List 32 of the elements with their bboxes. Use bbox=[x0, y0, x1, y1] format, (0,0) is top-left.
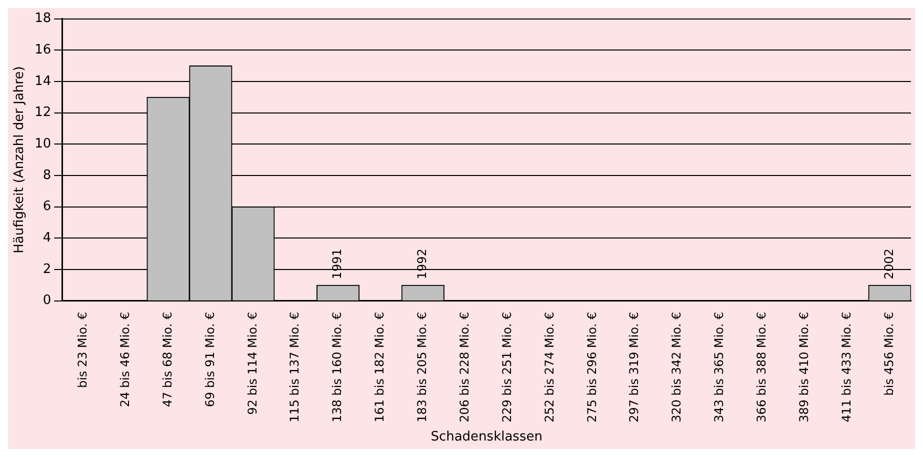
x-tick-label: bis 23 Mio. € bbox=[75, 312, 90, 388]
x-tick-label: 92 bis 114 Mio. € bbox=[245, 312, 260, 415]
x-tick-label: 138 bis 160 Mio. € bbox=[330, 312, 344, 422]
x-axis-title: Schadensklassen bbox=[430, 430, 542, 445]
x-tick-label: 69 bis 91 Mio. € bbox=[202, 312, 217, 408]
y-axis-title: Häufigkeit (Anzahl der Jahre) bbox=[12, 66, 28, 254]
y-tick-label: 16 bbox=[34, 42, 52, 58]
x-tick-label: 252 bis 274 Mio. € bbox=[542, 312, 556, 422]
x-tick-label: 24 bis 46 Mio. € bbox=[118, 312, 132, 408]
y-tick-label: 6 bbox=[42, 199, 52, 214]
x-tick-label: 115 bis 137 Mio. € bbox=[288, 312, 302, 422]
x-tick-label: bis 456 Mio. € bbox=[882, 312, 896, 396]
x-tick-label: 183 bis 205 Mio. € bbox=[415, 312, 430, 422]
x-tick-label: 229 bis 251 Mio. € bbox=[500, 312, 514, 422]
x-tick-label: 343 bis 365 Mio. € bbox=[712, 312, 726, 422]
x-tick-label: 161 bis 182 Mio. € bbox=[372, 312, 387, 422]
x-tick-label: 320 bis 342 Mio. € bbox=[670, 312, 684, 422]
x-tick-label: 389 bis 410 Mio. € bbox=[797, 312, 812, 422]
x-tick-label: 206 bis 228 Mio. € bbox=[457, 312, 472, 422]
y-tick-label: 8 bbox=[42, 168, 52, 183]
y-tick-label: 10 bbox=[34, 136, 52, 152]
y-tick-label: 0 bbox=[42, 293, 52, 308]
x-tick-label: 366 bis 388 Mio. € bbox=[754, 312, 769, 422]
x-tick-label: 411 bis 433 Mio. € bbox=[839, 312, 854, 422]
x-tick-label: 275 bis 296 Mio. € bbox=[584, 312, 599, 422]
y-tick-label: 2 bbox=[42, 262, 52, 277]
y-tick-label: 12 bbox=[34, 105, 52, 120]
x-tick-label: 297 bis 319 Mio. € bbox=[627, 312, 642, 422]
y-tick-label: 14 bbox=[34, 74, 52, 89]
y-tick-label: 18 bbox=[34, 11, 52, 26]
y-tick-label: 4 bbox=[42, 230, 52, 246]
x-tick-label: 47 bis 68 Mio. € bbox=[160, 312, 174, 408]
